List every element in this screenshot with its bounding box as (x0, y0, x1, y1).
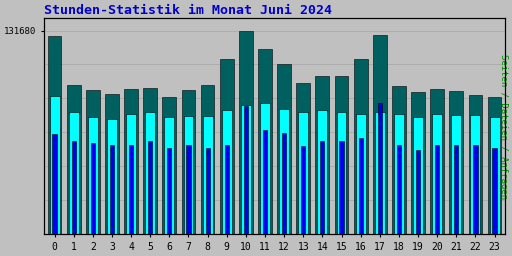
Bar (413, 117, 423, 234)
Bar (145, 112, 155, 234)
Bar (301, 146, 305, 234)
Bar (471, 115, 480, 234)
Bar (473, 145, 478, 234)
Bar (86, 90, 100, 234)
Bar (258, 49, 272, 234)
Bar (107, 119, 117, 234)
Bar (277, 64, 291, 234)
Bar (222, 110, 232, 234)
Bar (392, 86, 406, 234)
Bar (201, 84, 215, 234)
Bar (52, 134, 57, 234)
Bar (72, 141, 76, 234)
Bar (129, 145, 133, 234)
Bar (162, 97, 176, 234)
Bar (394, 114, 404, 234)
Y-axis label: Seiten / Dateien / Anfragen: Seiten / Dateien / Anfragen (499, 54, 508, 199)
Bar (48, 36, 61, 234)
Bar (489, 117, 500, 234)
Bar (487, 97, 501, 234)
Bar (203, 116, 212, 234)
Bar (416, 150, 420, 234)
Bar (167, 148, 172, 234)
Bar (225, 145, 229, 234)
Text: Stunden-Statistik im Monat Juni 2024: Stunden-Statistik im Monat Juni 2024 (44, 4, 332, 17)
Bar (143, 88, 157, 234)
Bar (375, 112, 385, 234)
Bar (50, 96, 59, 234)
Bar (358, 138, 362, 234)
Bar (321, 141, 325, 234)
Bar (186, 145, 190, 234)
Bar (298, 112, 308, 234)
Bar (148, 141, 153, 234)
Bar (239, 30, 253, 234)
Bar (335, 76, 348, 234)
Bar (279, 109, 289, 234)
Bar (451, 115, 461, 234)
Bar (105, 94, 119, 234)
Bar (378, 103, 382, 234)
Bar (430, 89, 444, 234)
Bar (263, 130, 267, 234)
Bar (241, 105, 251, 234)
Bar (296, 83, 310, 234)
Bar (315, 76, 329, 234)
Bar (354, 59, 368, 234)
Bar (124, 89, 138, 234)
Bar (339, 141, 344, 234)
Bar (411, 92, 425, 234)
Bar (336, 112, 347, 234)
Bar (91, 143, 95, 234)
Bar (397, 145, 401, 234)
Bar (220, 59, 233, 234)
Bar (468, 95, 482, 234)
Bar (69, 112, 79, 234)
Bar (356, 114, 366, 234)
Bar (260, 103, 270, 234)
Bar (182, 90, 196, 234)
Bar (88, 117, 98, 234)
Bar (435, 145, 439, 234)
Bar (205, 148, 210, 234)
Bar (183, 116, 194, 234)
Bar (454, 145, 458, 234)
Bar (450, 91, 463, 234)
Bar (282, 133, 286, 234)
Bar (126, 114, 136, 234)
Bar (373, 35, 387, 234)
Bar (493, 148, 497, 234)
Bar (432, 114, 442, 234)
Bar (164, 117, 174, 234)
Bar (317, 110, 327, 234)
Bar (244, 106, 248, 234)
Bar (67, 84, 80, 234)
Bar (110, 145, 114, 234)
